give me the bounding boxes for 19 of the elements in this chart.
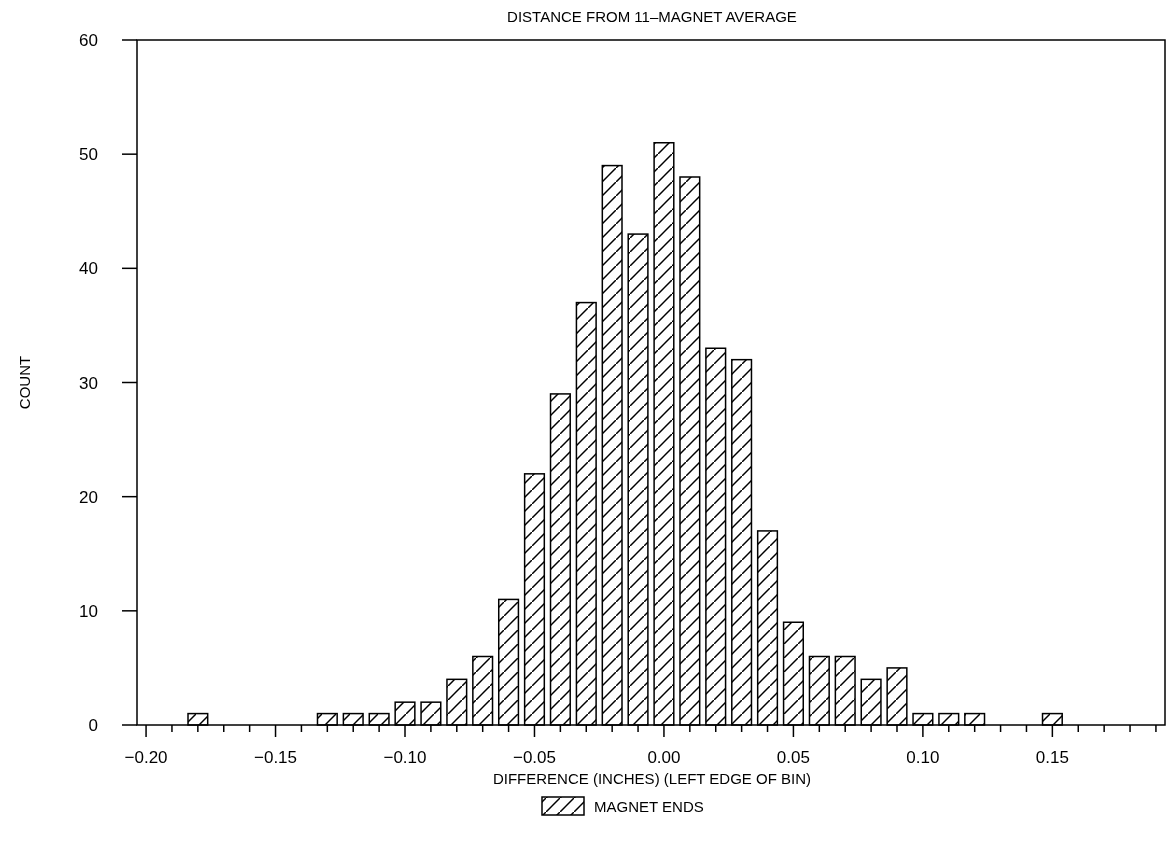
x-tick-label: −0.20 — [124, 748, 168, 767]
y-tick-label: 0 — [88, 716, 98, 735]
y-tick-label: 20 — [79, 487, 98, 507]
y-tick-label: 50 — [79, 145, 98, 165]
x-tick-label: −0.15 — [254, 748, 298, 767]
x-axis-title: DIFFERENCE (INCHES) (LEFT EDGE OF BIN) — [492, 770, 812, 787]
x-tick-label: 0.15 — [1035, 748, 1069, 767]
x-tick-label: −0.05 — [512, 748, 556, 767]
chart-title: DISTANCE FROM 11–MAGNET AVERAGE — [507, 8, 797, 25]
legend-label: MAGNET ENDS — [594, 798, 704, 815]
y-tick-label: 40 — [79, 259, 98, 279]
y-axis-title: COUNT — [16, 355, 33, 410]
x-tick-label: 0.10 — [906, 748, 940, 767]
x-tick-label: 0.05 — [776, 748, 810, 767]
y-tick-label: 60 — [79, 31, 98, 50]
y-tick-label: 10 — [79, 601, 98, 621]
x-tick-label: 0.00 — [647, 748, 681, 767]
y-tick-label: 30 — [79, 373, 98, 393]
x-tick-label: −0.10 — [383, 748, 427, 767]
